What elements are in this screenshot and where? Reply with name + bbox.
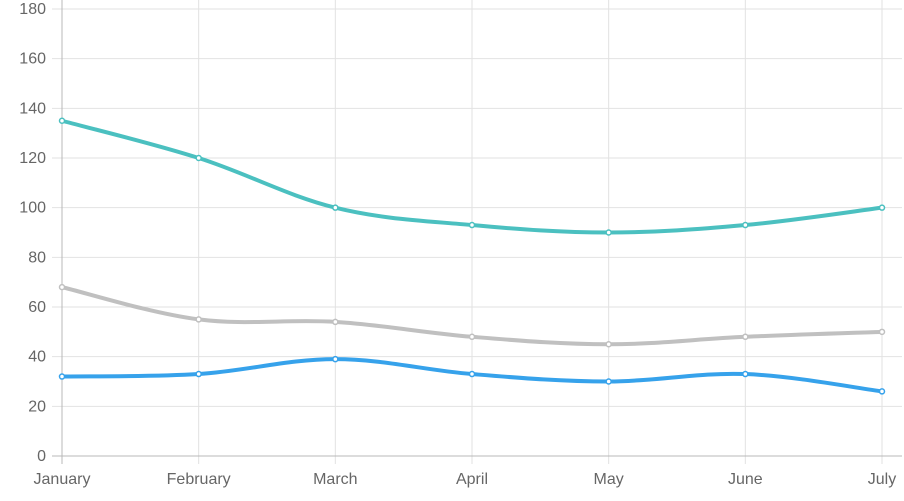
- y-tick-label: 20: [28, 398, 46, 415]
- data-point[interactable]: [878, 204, 886, 211]
- y-tick-label: 40: [28, 349, 46, 366]
- data-point[interactable]: [332, 318, 339, 326]
- x-tick-label: June: [728, 471, 763, 488]
- x-tick-label: February: [167, 471, 231, 488]
- x-tick-label: May: [594, 471, 624, 488]
- data-point[interactable]: [605, 229, 612, 236]
- y-tick-label: 180: [19, 1, 46, 18]
- data-point[interactable]: [605, 341, 612, 348]
- axes: [52, 0, 902, 464]
- y-tick-label: 100: [19, 200, 46, 217]
- x-tick-label: July: [868, 471, 896, 488]
- y-tick-label: 140: [19, 100, 46, 117]
- y-gridlines: [52, 8, 902, 457]
- data-point[interactable]: [878, 388, 886, 395]
- data-point[interactable]: [332, 355, 339, 363]
- x-tick-label: March: [313, 471, 357, 488]
- data-point[interactable]: [332, 204, 339, 211]
- data-point[interactable]: [195, 370, 202, 378]
- y-tick-label: 0: [37, 448, 46, 465]
- series-lines: [58, 117, 886, 395]
- y-tick-label: 160: [19, 51, 46, 68]
- data-point[interactable]: [742, 333, 749, 341]
- x-axis-tick-labels: January February March April May June July: [34, 471, 897, 488]
- data-point[interactable]: [468, 370, 476, 378]
- data-point[interactable]: [58, 373, 66, 380]
- x-tick-label: April: [456, 471, 488, 488]
- data-point[interactable]: [742, 221, 749, 229]
- series-0: [58, 117, 886, 236]
- data-point[interactable]: [468, 221, 476, 229]
- x-gridlines: [61, 0, 883, 464]
- y-tick-label: 80: [28, 249, 46, 266]
- data-point[interactable]: [58, 117, 66, 124]
- series-1: [58, 283, 886, 348]
- y-axis-tick-labels: 0 20 40 60 80 100 120 140 160 180: [19, 1, 46, 465]
- data-point[interactable]: [195, 316, 202, 323]
- data-point[interactable]: [195, 154, 202, 162]
- y-tick-label: 60: [28, 299, 46, 316]
- data-point[interactable]: [605, 378, 612, 385]
- data-point[interactable]: [468, 333, 476, 341]
- data-point[interactable]: [742, 370, 749, 378]
- series-2: [58, 355, 886, 395]
- data-point[interactable]: [58, 283, 66, 291]
- x-tick-label: January: [34, 471, 91, 488]
- data-point[interactable]: [878, 328, 886, 336]
- y-tick-label: 120: [19, 150, 46, 167]
